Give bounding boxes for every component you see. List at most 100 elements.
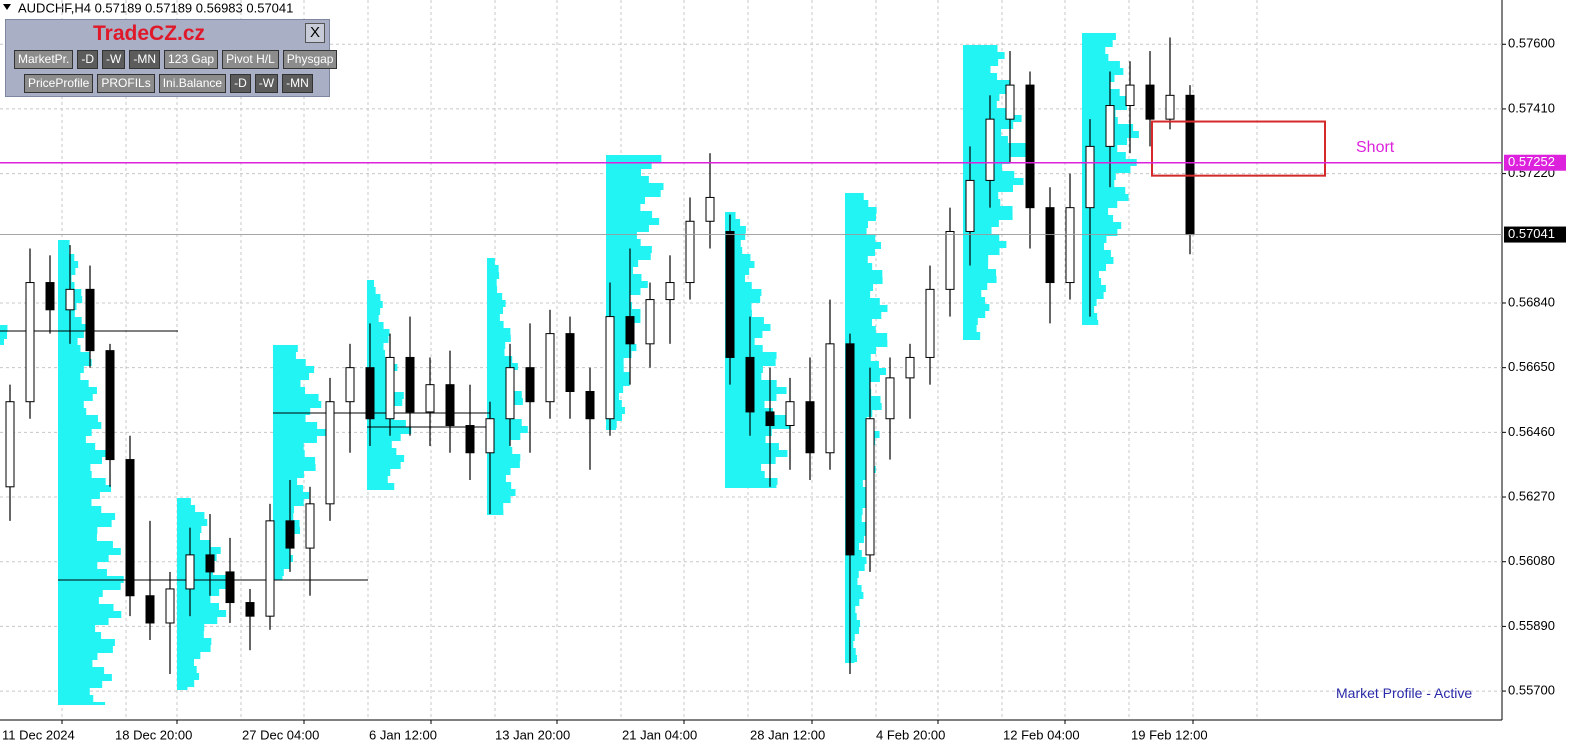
candle-body: [505, 367, 515, 420]
panel: TradeCZ.cz X MarketPr. -D -W -MN 123 Gap Pivo…: [5, 19, 338, 97]
current-price-box: [1504, 226, 1566, 243]
candle-body: [25, 282, 35, 403]
y-tick-label: 0.56080: [1508, 553, 1555, 568]
candle-body: [1025, 84, 1035, 209]
y-tick-label: 0.57600: [1508, 36, 1555, 51]
y-tick-label: 0.57410: [1508, 100, 1555, 115]
x-tick-label: 21 Jan 04:00: [622, 727, 697, 742]
candle-body: [305, 503, 315, 549]
candle-body: [325, 401, 335, 505]
x-tick-label: 12 Feb 04:00: [1003, 727, 1080, 742]
candle-body: [45, 282, 55, 311]
button[interactable]: -MN: [282, 74, 313, 93]
candle-body: [685, 220, 695, 284]
y-tick-label: 0.55890: [1508, 618, 1555, 633]
header: AUDCHF,H4 0.57189 0.57189 0.56983 0.5704…: [18, 0, 293, 15]
candle-body: [445, 384, 455, 427]
candle-body: [225, 571, 235, 604]
x-tick-label: 18 Dec 20:00: [115, 727, 192, 742]
level-label-box: [1504, 154, 1566, 171]
candle-body: [925, 288, 935, 358]
candle-body: [825, 343, 835, 454]
candle-body: [805, 401, 815, 454]
y-tick-label: 0.56650: [1508, 359, 1555, 374]
y-tick-label: 0.55700: [1508, 683, 1555, 698]
candle-body: [425, 384, 435, 413]
candle-body: [105, 350, 115, 461]
button[interactable]: Pivot H/L: [222, 50, 279, 69]
candle-body: [285, 520, 295, 549]
volume-profile: [725, 212, 792, 488]
candle-body: [405, 356, 415, 413]
panel-title: TradeCZ.cz: [93, 22, 206, 45]
close-button[interactable]: X: [305, 23, 325, 43]
candle-body: [865, 418, 875, 556]
volume-profile: [273, 345, 326, 580]
candle-body: [745, 356, 755, 413]
candle-body: [1105, 105, 1115, 147]
candle-body: [605, 316, 615, 420]
candle-body: [385, 356, 395, 420]
button[interactable]: -W: [102, 50, 126, 69]
candle-body: [665, 282, 675, 301]
x-tick-label: 4 Feb 20:00: [876, 727, 945, 742]
menu-arrow[interactable]: [3, 4, 11, 10]
candle-body: [125, 459, 135, 597]
button[interactable]: -MN: [129, 50, 161, 69]
candle-body: [985, 118, 995, 181]
button[interactable]: Ini.Balance: [158, 74, 227, 93]
x-tick-label: 28 Jan 12:00: [750, 727, 825, 742]
candle-body: [365, 367, 375, 420]
level-label: 0.57252: [1508, 154, 1555, 169]
candle-body: [5, 401, 15, 488]
candle-body: [545, 333, 555, 403]
candle-body: [1145, 84, 1155, 120]
candle-body: [165, 588, 175, 624]
button[interactable]: PROFILs: [97, 74, 155, 93]
candle-body: [65, 288, 75, 311]
volume-profile: [177, 498, 234, 690]
candle-body: [1125, 84, 1135, 107]
candle-body: [85, 288, 95, 352]
candle-body: [485, 418, 495, 454]
volume-profile: [58, 240, 124, 705]
button-row: MarketPr. -D -W -MN 123 Gap Pivot H/L Physgap: [14, 50, 338, 69]
candle-body: [265, 520, 275, 617]
candle-body: [585, 390, 595, 420]
x-tick-label: 6 Jan 12:00: [369, 727, 437, 742]
y-tick-label: 0.56460: [1508, 424, 1555, 439]
short-zone: [1151, 120, 1326, 177]
y-tick-label: 0.56840: [1508, 294, 1555, 309]
candle-body: [945, 230, 955, 290]
candle-body: [205, 554, 215, 573]
candle-body: [905, 356, 915, 379]
y-tick-label: 0.56270: [1508, 488, 1555, 503]
button[interactable]: -D: [230, 74, 251, 93]
candle-body: [245, 602, 255, 617]
candle-body: [1065, 207, 1075, 284]
candle-body: [525, 367, 535, 403]
level-name: Short: [1356, 139, 1395, 156]
volume-profile: [606, 155, 664, 430]
candle-body: [1185, 94, 1195, 236]
button[interactable]: 123 Gap: [164, 50, 219, 69]
button[interactable]: MarketPr.: [14, 50, 74, 69]
candle-body: [965, 179, 975, 232]
button[interactable]: Physgap: [282, 50, 338, 69]
candle-body: [705, 196, 715, 222]
x-tick-label: 13 Jan 20:00: [495, 727, 570, 742]
button[interactable]: PriceProfile: [24, 74, 94, 93]
x-tick-label: 11 Dec 2024: [2, 727, 75, 742]
candle-body: [1005, 84, 1015, 120]
x-tick-label: 27 Dec 04:00: [242, 727, 319, 742]
candle-body: [645, 299, 655, 345]
candle-body: [625, 316, 635, 345]
candle-body: [765, 411, 775, 427]
candle-body: [1045, 207, 1055, 284]
candle-body: [845, 343, 855, 556]
candle-body: [465, 425, 475, 454]
candle-body: [1085, 145, 1095, 209]
button[interactable]: -D: [77, 50, 99, 69]
button[interactable]: -W: [254, 74, 279, 93]
volume-profile: [0, 325, 8, 345]
